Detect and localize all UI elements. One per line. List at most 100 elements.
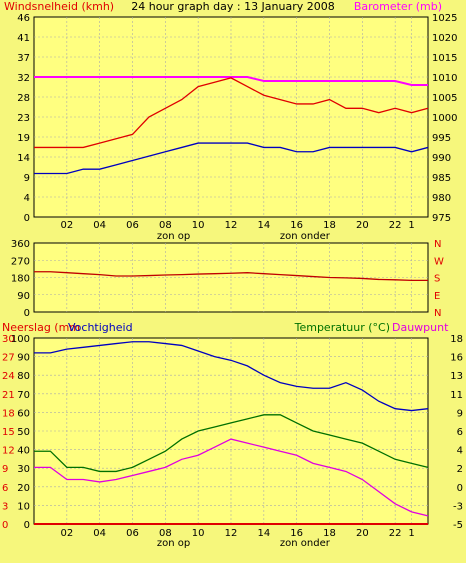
y-tick-label-rain: 27 [2,353,15,364]
y-tick-label-right: 1015 [432,53,457,64]
y-tick-label-temp: 11 [450,390,463,401]
y-tick-label-rain: 15 [2,427,15,438]
x-tick-label: 04 [93,528,106,539]
y-tick-label-rain: 24 [2,371,15,382]
x-tick-label: 12 [225,220,238,231]
y-tick-label-temp: 0 [457,483,463,494]
y-tick-label-left: 37 [17,53,30,64]
x-tick-label: 10 [192,220,205,231]
series-line-windrichting [34,271,428,282]
y-tick-label-humidity: 60 [17,408,30,419]
y-tick-label-left: 14 [17,153,30,164]
bottom-chart-humidity-label: Vochtigheid [68,321,133,334]
y-tick-label-humidity: 70 [17,390,30,401]
y-tick-label-right: E [434,291,440,302]
y-tick-label-humidity: 50 [17,427,30,438]
x-tick-label: 12 [225,528,238,539]
y-tick-label-left: 28 [17,93,30,104]
x-tick-label: 06 [126,220,139,231]
y-tick-label-left: 9 [24,173,30,184]
y-tick-label-humidity: 30 [17,464,30,475]
x-annotation: zon op [157,231,190,242]
x-tick-label: 14 [257,528,270,539]
y-tick-label-temp: 18 [450,334,463,345]
y-tick-label-right: S [434,274,440,285]
y-tick-label-temp: 6 [457,427,463,438]
y-tick-label-rain: 6 [2,483,8,494]
y-tick-label-right: 980 [432,193,451,204]
y-tick-label-left: 0 [24,213,30,224]
x-tick-label: 08 [159,220,172,231]
x-tick-label: 18 [323,528,336,539]
top-chart-left-label: Windsnelheid (kmh) [4,0,114,13]
series-line-windstoten [34,77,429,149]
y-tick-label-left: 23 [17,113,30,124]
y-tick-label-temp: 13 [450,371,463,382]
top-chart-right-label: Barometer (mb) [354,0,442,13]
y-tick-label-left: 0 [24,308,30,319]
x-tick-label: 1 [408,528,414,539]
x-tick-label: 22 [389,220,402,231]
x-tick-label: 20 [356,220,369,231]
y-tick-label-right: 1020 [432,33,457,44]
y-tick-label-right: 985 [432,173,451,184]
x-tick-label: 18 [323,220,336,231]
y-tick-label-humidity: 80 [17,371,30,382]
y-tick-label-left: 90 [17,291,30,302]
series-line-temperatuur [34,414,429,473]
x-tick-label: 04 [93,220,106,231]
y-tick-label-right: 1025 [432,13,457,24]
y-tick-label-rain: 21 [2,390,15,401]
y-tick-label-right: 1000 [432,113,457,124]
y-tick-label-left: 32 [17,73,30,84]
y-tick-label-right: W [434,256,444,267]
y-tick-label-humidity: 40 [17,446,30,457]
x-tick-label: 14 [257,220,270,231]
y-tick-label-right: 990 [432,153,451,164]
y-tick-label-right: 975 [432,213,451,224]
y-tick-label-left: 19 [17,133,30,144]
x-tick-label: 08 [159,528,172,539]
series-line-dauwpunt [34,438,429,517]
y-tick-label-rain: 18 [2,408,15,419]
y-tick-label-humidity: 0 [24,520,30,531]
y-tick-label-right: 995 [432,133,451,144]
y-tick-label-right: N [434,308,441,319]
y-tick-label-rain: 30 [2,334,15,345]
y-tick-label-left: 41 [17,33,30,44]
x-tick-label: 16 [290,528,303,539]
top-chart-title: 24 hour graph day : 13 January 2008 [131,0,335,13]
bottom-chart-rain-label: Neerslag (mm [2,321,80,334]
y-tick-label-left: 360 [11,239,30,250]
y-tick-label-temp: -3 [453,501,463,512]
x-tick-label: 22 [389,528,402,539]
x-tick-label: 16 [290,220,303,231]
x-annotation: zon onder [280,231,331,242]
y-tick-label-humidity: 20 [17,483,30,494]
x-annotation: zon onder [280,538,331,549]
x-tick-label: 1 [408,220,414,231]
y-tick-label-rain: 9 [2,464,8,475]
bottom-chart-temp-label: Temperatuur (°C) [294,321,390,334]
y-tick-label-right: 1010 [432,73,457,84]
series-line-vochtigheid [34,341,429,412]
x-tick-label: 02 [60,220,73,231]
y-tick-label-temp: 4 [457,446,463,457]
x-tick-label: 10 [192,528,205,539]
y-tick-label-left: 4 [24,193,30,204]
y-tick-label-humidity: 100 [11,334,30,345]
y-tick-label-humidity: 10 [17,501,30,512]
y-tick-label-right: N [434,239,441,250]
x-tick-label: 06 [126,528,139,539]
x-tick-label: 02 [60,528,73,539]
y-tick-label-left: 46 [17,13,30,24]
y-tick-label-humidity: 90 [17,353,30,364]
y-tick-label-temp: 16 [450,353,463,364]
y-tick-label-temp: -5 [453,520,463,531]
y-tick-label-right: 1005 [432,93,457,104]
y-tick-label-left: 270 [11,256,30,267]
y-tick-label-temp: 2 [457,464,463,475]
series-line-barometer [34,76,428,86]
